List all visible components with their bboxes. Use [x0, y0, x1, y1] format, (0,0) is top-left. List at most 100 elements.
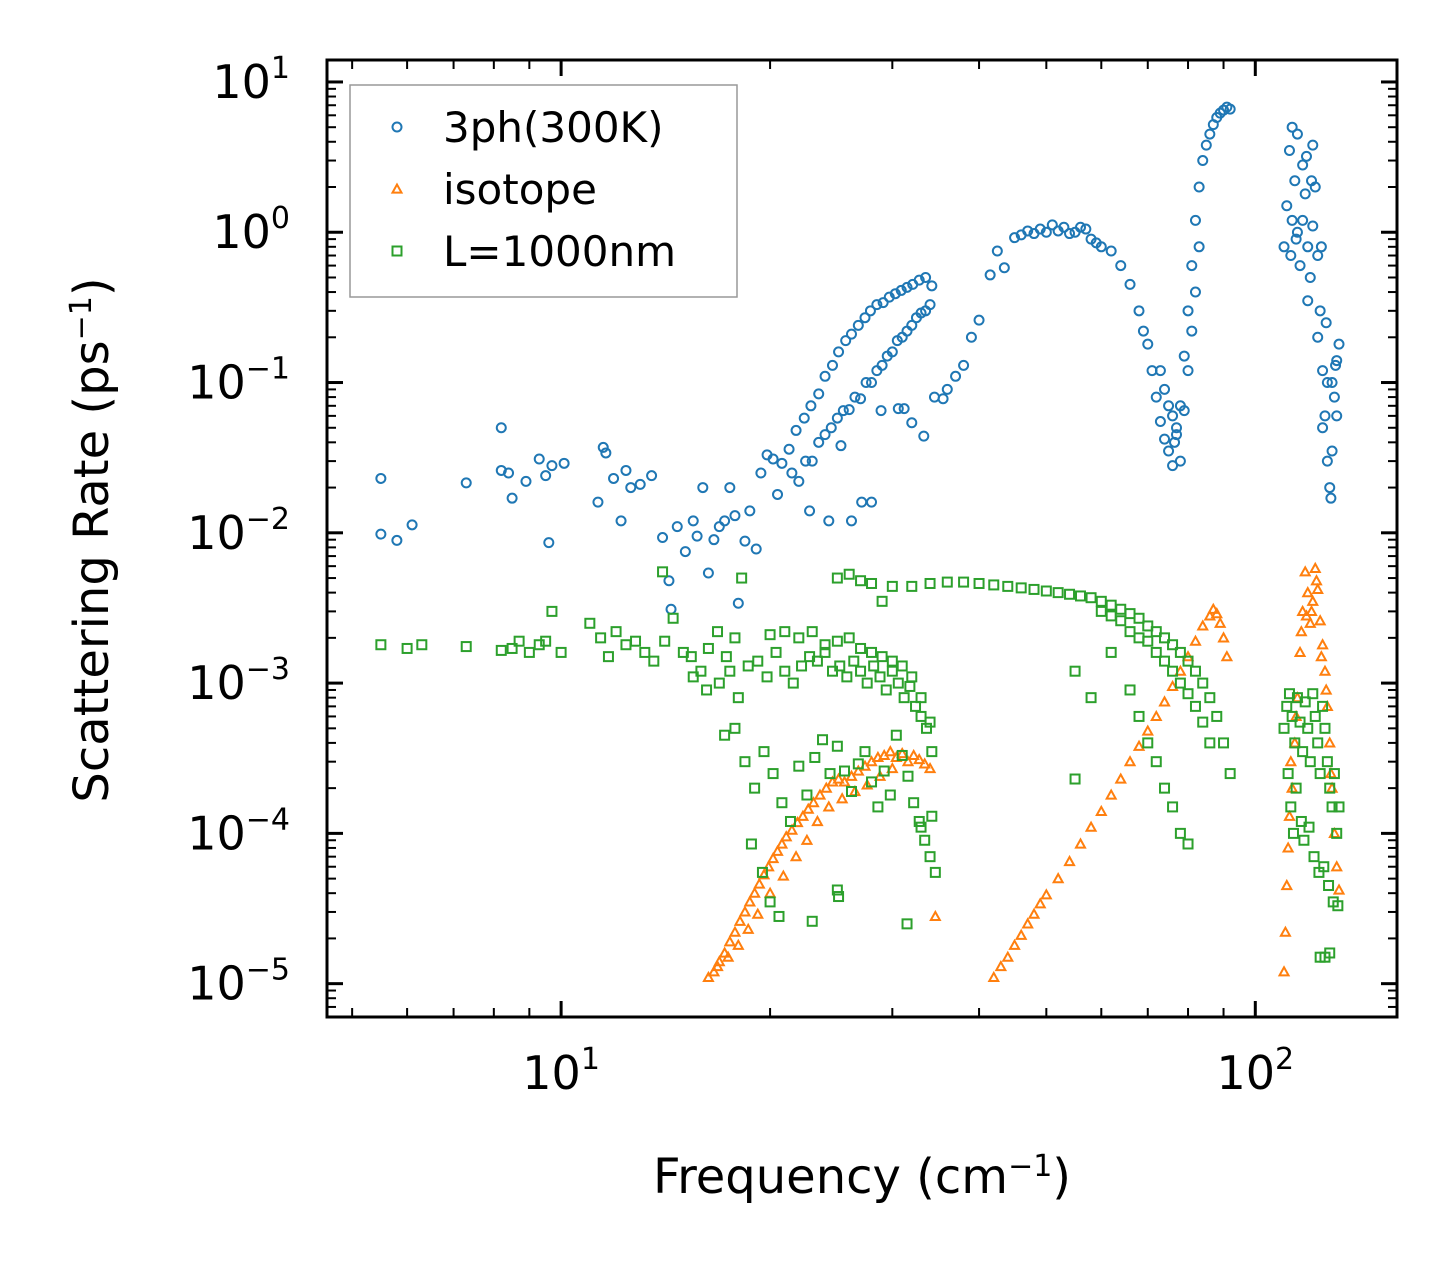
data-point — [711, 959, 724, 972]
data-point — [1299, 696, 1311, 708]
data-point — [1080, 223, 1092, 235]
data-point — [1064, 228, 1076, 240]
data-point — [919, 834, 931, 846]
data-point — [1163, 400, 1175, 412]
data-point — [460, 641, 472, 653]
data-point — [1105, 245, 1117, 257]
data-point — [825, 422, 837, 434]
y-tick-label: 10−3 — [187, 652, 290, 710]
data-point — [859, 312, 871, 324]
data-point — [1321, 756, 1333, 768]
data-point — [777, 869, 790, 881]
data-point — [1197, 716, 1209, 728]
data-point — [998, 262, 1010, 274]
data-point — [1321, 455, 1333, 467]
data-point — [1040, 226, 1052, 238]
data-point — [723, 935, 737, 947]
data-point — [884, 745, 897, 757]
data-point — [915, 821, 927, 833]
data-point — [1305, 604, 1318, 616]
data-point — [1325, 492, 1337, 504]
data-point — [1197, 677, 1209, 689]
data-point — [1159, 632, 1171, 644]
data-point — [984, 269, 996, 281]
data-point — [937, 393, 949, 405]
data-point — [835, 440, 847, 452]
data-point — [1142, 737, 1154, 749]
data-point — [928, 391, 940, 403]
data-point — [1312, 331, 1324, 343]
data-point — [1001, 950, 1014, 962]
data-point — [1171, 422, 1183, 434]
data-point — [558, 457, 570, 469]
data-point — [913, 752, 926, 765]
data-point — [738, 905, 752, 917]
data-point — [1052, 587, 1064, 599]
data-point — [924, 299, 936, 311]
data-point — [1324, 482, 1336, 494]
data-point — [1182, 655, 1194, 667]
data-point — [1021, 917, 1034, 929]
data-point — [864, 305, 876, 317]
data-point — [713, 521, 725, 533]
data-point — [748, 886, 761, 898]
data-point — [776, 457, 788, 469]
data-point — [831, 884, 843, 896]
data-point — [615, 515, 627, 527]
data-point — [729, 510, 741, 522]
data-point — [752, 655, 764, 667]
data-point — [796, 809, 810, 821]
data-point — [1331, 355, 1343, 367]
y-tick-label: 10−4 — [187, 802, 290, 860]
data-point — [620, 464, 632, 476]
data-point — [889, 288, 901, 300]
data-point — [460, 477, 472, 489]
data-point — [736, 572, 748, 584]
data-point — [1124, 626, 1136, 638]
data-point — [1332, 883, 1346, 895]
data-point — [806, 915, 818, 927]
data-point — [1326, 377, 1338, 389]
data-point — [1069, 773, 1081, 785]
data-point — [555, 646, 567, 658]
data-point — [1014, 928, 1028, 940]
data-point — [679, 546, 691, 558]
data-point — [973, 577, 985, 589]
data-point — [1331, 410, 1343, 422]
data-point — [1203, 609, 1217, 621]
data-point — [1105, 646, 1117, 658]
data-point — [1174, 677, 1186, 689]
data-point — [840, 335, 852, 347]
data-point — [1307, 688, 1319, 700]
data-point — [1283, 144, 1295, 156]
data-point — [872, 801, 884, 813]
data-point — [540, 635, 552, 647]
data-point — [958, 359, 970, 371]
data-point — [764, 629, 776, 641]
major-ticks — [327, 60, 1397, 1017]
data-point — [906, 417, 918, 429]
data-point — [929, 866, 941, 878]
data-point — [713, 677, 725, 689]
data-point — [695, 665, 707, 677]
data-point — [1204, 737, 1216, 749]
data-point — [1174, 646, 1186, 658]
data-point — [855, 642, 867, 654]
data-point — [1302, 241, 1314, 253]
data-point — [838, 775, 851, 787]
data-point — [906, 671, 918, 683]
legend-marker — [391, 245, 403, 257]
data-point — [1158, 695, 1171, 707]
data-point — [901, 755, 915, 767]
data-point — [1318, 861, 1330, 873]
y-axis-label: Scattering Rate (ps−1) — [64, 277, 121, 802]
legend-marker — [391, 121, 403, 133]
data-point — [520, 475, 532, 487]
data-point — [1058, 221, 1070, 233]
data-point — [833, 346, 845, 358]
data-point — [1278, 241, 1290, 253]
data-point — [793, 475, 805, 487]
data-point — [785, 823, 799, 835]
data-point — [1174, 827, 1186, 839]
data-point — [1008, 938, 1021, 950]
